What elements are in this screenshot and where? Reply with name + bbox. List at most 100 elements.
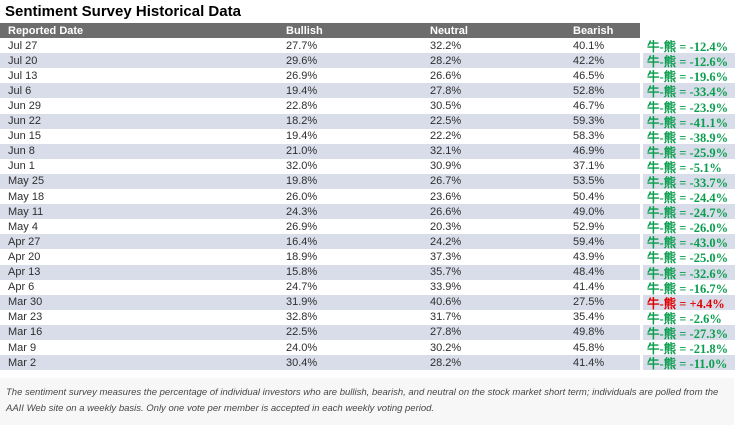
header-bullish: Bullish [278, 23, 422, 39]
bullish-cell: 19.4% [278, 83, 422, 99]
table-row: May 18 26.0% 23.6% 50.4% 牛-熊 = -24.4% [0, 189, 735, 205]
bull-bear-spread-cell: 牛-熊 = -16.7% [643, 279, 735, 295]
bull-bear-spread-cell: 牛-熊 = -23.9% [643, 98, 735, 114]
date-cell: Jul 6 [0, 83, 278, 99]
date-cell: Jun 29 [0, 98, 278, 114]
column-gap [640, 158, 643, 174]
bearish-cell: 48.4% [565, 264, 640, 280]
table-row: Jun 29 22.8% 30.5% 46.7% 牛-熊 = -23.9% [0, 98, 735, 114]
bull-bear-spread-cell: 牛-熊 = -24.4% [643, 189, 735, 205]
date-cell: Jul 27 [0, 38, 278, 54]
date-cell: Jun 1 [0, 158, 278, 174]
bearish-cell: 59.4% [565, 234, 640, 250]
neutral-cell: 28.2% [422, 355, 565, 371]
bullish-cell: 26.9% [278, 68, 422, 84]
table-row: May 11 24.3% 26.6% 49.0% 牛-熊 = -24.7% [0, 204, 735, 220]
bullish-cell: 16.4% [278, 234, 422, 250]
bull-bear-spread-cell: 牛-熊 = -2.6% [643, 309, 735, 325]
date-cell: Jun 15 [0, 128, 278, 144]
neutral-cell: 40.6% [422, 294, 565, 310]
bull-bear-spread-cell: 牛-熊 = -41.1% [643, 113, 735, 129]
bearish-cell: 52.9% [565, 219, 640, 235]
bearish-cell: 59.3% [565, 113, 640, 129]
neutral-cell: 35.7% [422, 264, 565, 280]
header-bearish: Bearish [565, 23, 640, 39]
neutral-cell: 26.6% [422, 68, 565, 84]
bullish-cell: 22.8% [278, 98, 422, 114]
bull-bear-spread-cell: 牛-熊 = -26.0% [643, 219, 735, 235]
bearish-cell: 46.9% [565, 143, 640, 159]
table-row: Mar 2 30.4% 28.2% 41.4% 牛-熊 = -11.0% [0, 355, 735, 371]
date-cell: Apr 6 [0, 279, 278, 295]
neutral-cell: 37.3% [422, 249, 565, 265]
date-cell: Mar 16 [0, 324, 278, 340]
header-spread-blank [643, 23, 735, 39]
neutral-cell: 33.9% [422, 279, 565, 295]
neutral-cell: 30.2% [422, 339, 565, 356]
bearish-cell: 37.1% [565, 158, 640, 174]
table-row: May 4 26.9% 20.3% 52.9% 牛-熊 = -26.0% [0, 219, 735, 235]
column-gap [640, 53, 643, 69]
table-row: Jun 15 19.4% 22.2% 58.3% 牛-熊 = -38.9% [0, 128, 735, 144]
bearish-cell: 41.4% [565, 355, 640, 371]
neutral-cell: 22.2% [422, 128, 565, 144]
table-row: Apr 27 16.4% 24.2% 59.4% 牛-熊 = -43.0% [0, 234, 735, 250]
date-cell: May 18 [0, 189, 278, 205]
bull-bear-spread-cell: 牛-熊 = -27.3% [643, 324, 735, 340]
bullish-cell: 24.7% [278, 279, 422, 295]
bearish-cell: 35.4% [565, 309, 640, 325]
bullish-cell: 22.5% [278, 324, 422, 340]
bearish-cell: 50.4% [565, 189, 640, 205]
bearish-cell: 53.5% [565, 173, 640, 190]
bearish-cell: 43.9% [565, 249, 640, 265]
header-reported-date: Reported Date [0, 23, 278, 39]
column-gap [640, 204, 643, 220]
bullish-cell: 24.0% [278, 339, 422, 356]
neutral-cell: 28.2% [422, 53, 565, 69]
neutral-cell: 31.7% [422, 309, 565, 325]
sentiment-table: Reported Date Bullish Neutral Bearish Ju… [0, 23, 735, 371]
bearish-cell: 46.5% [565, 68, 640, 84]
bull-bear-spread-cell: 牛-熊 = -33.4% [643, 83, 735, 99]
header-gap [640, 23, 643, 39]
table-row: Jun 8 21.0% 32.1% 46.9% 牛-熊 = -25.9% [0, 143, 735, 159]
bullish-cell: 29.6% [278, 53, 422, 69]
bull-bear-spread-cell: 牛-熊 = -12.6% [643, 53, 735, 69]
column-gap [640, 309, 643, 325]
bullish-cell: 24.3% [278, 204, 422, 220]
neutral-cell: 26.7% [422, 173, 565, 190]
bull-bear-spread-cell: 牛-熊 = -5.1% [643, 158, 735, 174]
neutral-cell: 30.9% [422, 158, 565, 174]
bearish-cell: 27.5% [565, 294, 640, 310]
table-row: Mar 30 31.9% 40.6% 27.5% 牛-熊 = +4.4% [0, 294, 735, 310]
date-cell: Jul 13 [0, 68, 278, 84]
table-row: Jul 13 26.9% 26.6% 46.5% 牛-熊 = -19.6% [0, 68, 735, 84]
table-row: Apr 20 18.9% 37.3% 43.9% 牛-熊 = -25.0% [0, 249, 735, 265]
date-cell: May 11 [0, 204, 278, 220]
bull-bear-spread-cell: 牛-熊 = -33.7% [643, 173, 735, 190]
bull-bear-spread-cell: 牛-熊 = -12.4% [643, 38, 735, 54]
bull-bear-spread-cell: 牛-熊 = -19.6% [643, 68, 735, 84]
bullish-cell: 26.0% [278, 189, 422, 205]
date-cell: Jun 8 [0, 143, 278, 159]
bull-bear-spread-cell: 牛-熊 = -38.9% [643, 128, 735, 144]
column-gap [640, 249, 643, 265]
bullish-cell: 15.8% [278, 264, 422, 280]
bearish-cell: 45.8% [565, 339, 640, 356]
column-gap [640, 339, 643, 356]
bullish-cell: 21.0% [278, 143, 422, 159]
table-row: Jul 20 29.6% 28.2% 42.2% 牛-熊 = -12.6% [0, 53, 735, 69]
column-gap [640, 143, 643, 159]
column-gap [640, 173, 643, 190]
table-rows: Jul 27 27.7% 32.2% 40.1% 牛-熊 = -12.4% Jul 20 2… [0, 38, 735, 371]
bearish-cell: 52.8% [565, 83, 640, 99]
date-cell: Apr 13 [0, 264, 278, 280]
neutral-cell: 22.5% [422, 113, 565, 129]
bullish-cell: 18.9% [278, 249, 422, 265]
column-gap [640, 279, 643, 295]
bull-bear-spread-cell: 牛-熊 = +4.4% [643, 294, 735, 310]
table-row: Jul 6 19.4% 27.8% 52.8% 牛-熊 = -33.4% [0, 83, 735, 99]
bull-bear-spread-cell: 牛-熊 = -11.0% [643, 355, 735, 371]
table-row: Jul 27 27.7% 32.2% 40.1% 牛-熊 = -12.4% [0, 38, 735, 54]
bullish-cell: 19.4% [278, 128, 422, 144]
